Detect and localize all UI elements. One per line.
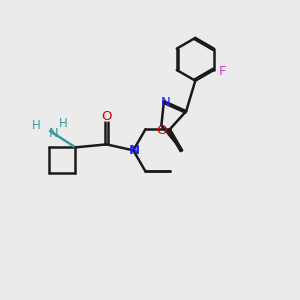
Text: H: H (32, 118, 41, 132)
Text: H: H (59, 117, 68, 130)
Text: N: N (160, 96, 170, 109)
Text: O: O (101, 110, 112, 123)
Text: F: F (218, 65, 226, 78)
Text: N: N (49, 127, 58, 140)
Text: O: O (156, 124, 166, 137)
Text: N: N (128, 144, 140, 157)
